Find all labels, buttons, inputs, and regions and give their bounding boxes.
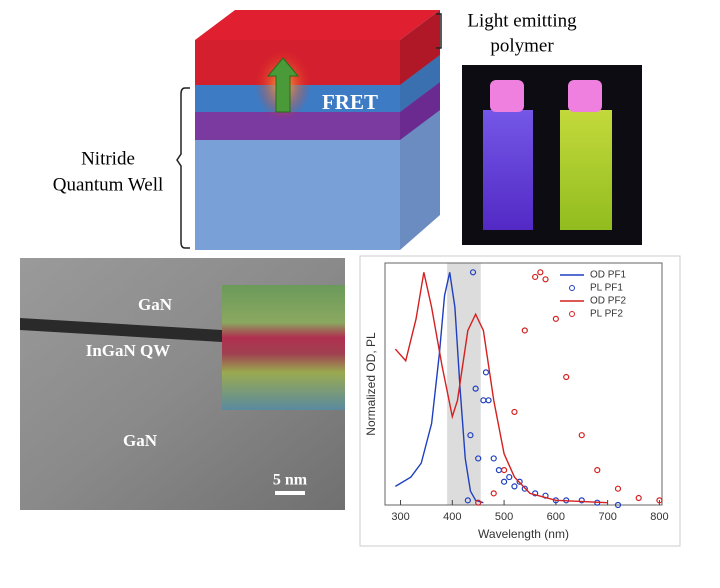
legend-label: PL PF2 [590,309,623,320]
fret-label: FRET [322,90,378,114]
series-line [394,272,608,504]
series-point [516,478,523,485]
x-tick-label: 700 [598,511,616,523]
x-axis-label: Wavelength (nm) [478,527,569,541]
legend-marker [569,311,575,317]
series-point [464,497,471,504]
side-red [400,10,440,85]
plot-area [384,262,663,506]
well-label: Quantum Well [53,174,164,195]
tem-label: GaN [138,295,173,314]
y-axis-label: Normalized OD, PL [364,332,378,436]
legend-marker [569,285,575,291]
barrier-layer [195,112,400,140]
series-point [485,397,492,404]
polymer-label: polymer [490,35,554,56]
well-bracket [176,87,190,249]
tem-image: GaN InGaN QW GaN 5 nm [20,258,345,510]
series-point [614,485,622,492]
series-point [506,473,513,481]
polymer-label: Light emitting [467,10,577,31]
series-point [532,273,539,281]
polymer-bracket [436,13,442,49]
legend-label: OD PF1 [590,270,627,281]
series-point [475,499,482,506]
vial-cap [490,80,524,112]
chart: 300 400 500 600 700 800 Wavelength (nm) Normali… [364,262,669,541]
legend-label: PL PF1 [590,283,623,294]
series-point [482,369,490,376]
substrate [195,140,400,250]
vial-purple [483,110,533,230]
series-line [394,272,484,504]
series-point [500,478,508,485]
scale-bar [275,491,305,495]
scale-label: 5 nm [273,472,308,489]
series-point [537,269,544,276]
chart-frame [359,255,681,547]
series-point [511,408,518,416]
legend-label: OD PF2 [590,296,627,307]
quantum-well-line [20,318,222,342]
series-point [490,490,497,497]
vials-photo [462,65,642,245]
shaded-band [447,263,481,505]
series-point [614,501,622,509]
series-point [511,483,518,490]
series-point [475,455,482,462]
series-point [472,385,479,392]
series-point [542,276,549,283]
tem-label: InGaN QW [86,341,171,360]
series-point [490,455,497,462]
series-point [578,432,585,439]
series-point [635,494,642,502]
series-point [500,466,508,474]
vial-yellow [560,110,612,230]
x-tick-label: 800 [650,511,668,523]
side-blue [400,55,440,112]
side-purple [400,82,440,140]
series-point [578,497,585,504]
x-tick-label: 600 [547,511,565,523]
series-point [656,497,663,504]
series-point [594,466,601,474]
fret-arrow [266,57,300,113]
series-point [521,485,528,492]
series-point [521,327,528,334]
series-point [563,373,570,381]
vial-cap [568,80,602,112]
eds-overlay [222,285,345,410]
series-point [467,432,474,439]
x-tick-label: 300 [391,511,409,523]
tem-label: GaN [123,431,158,450]
series-point [552,315,559,322]
series-point [469,269,477,276]
well-label: Nitride [81,148,135,169]
x-tick-label: 500 [495,511,513,523]
top-face [195,10,440,40]
layer-stack: FRET [195,10,440,250]
x-tick-label: 400 [443,511,461,523]
